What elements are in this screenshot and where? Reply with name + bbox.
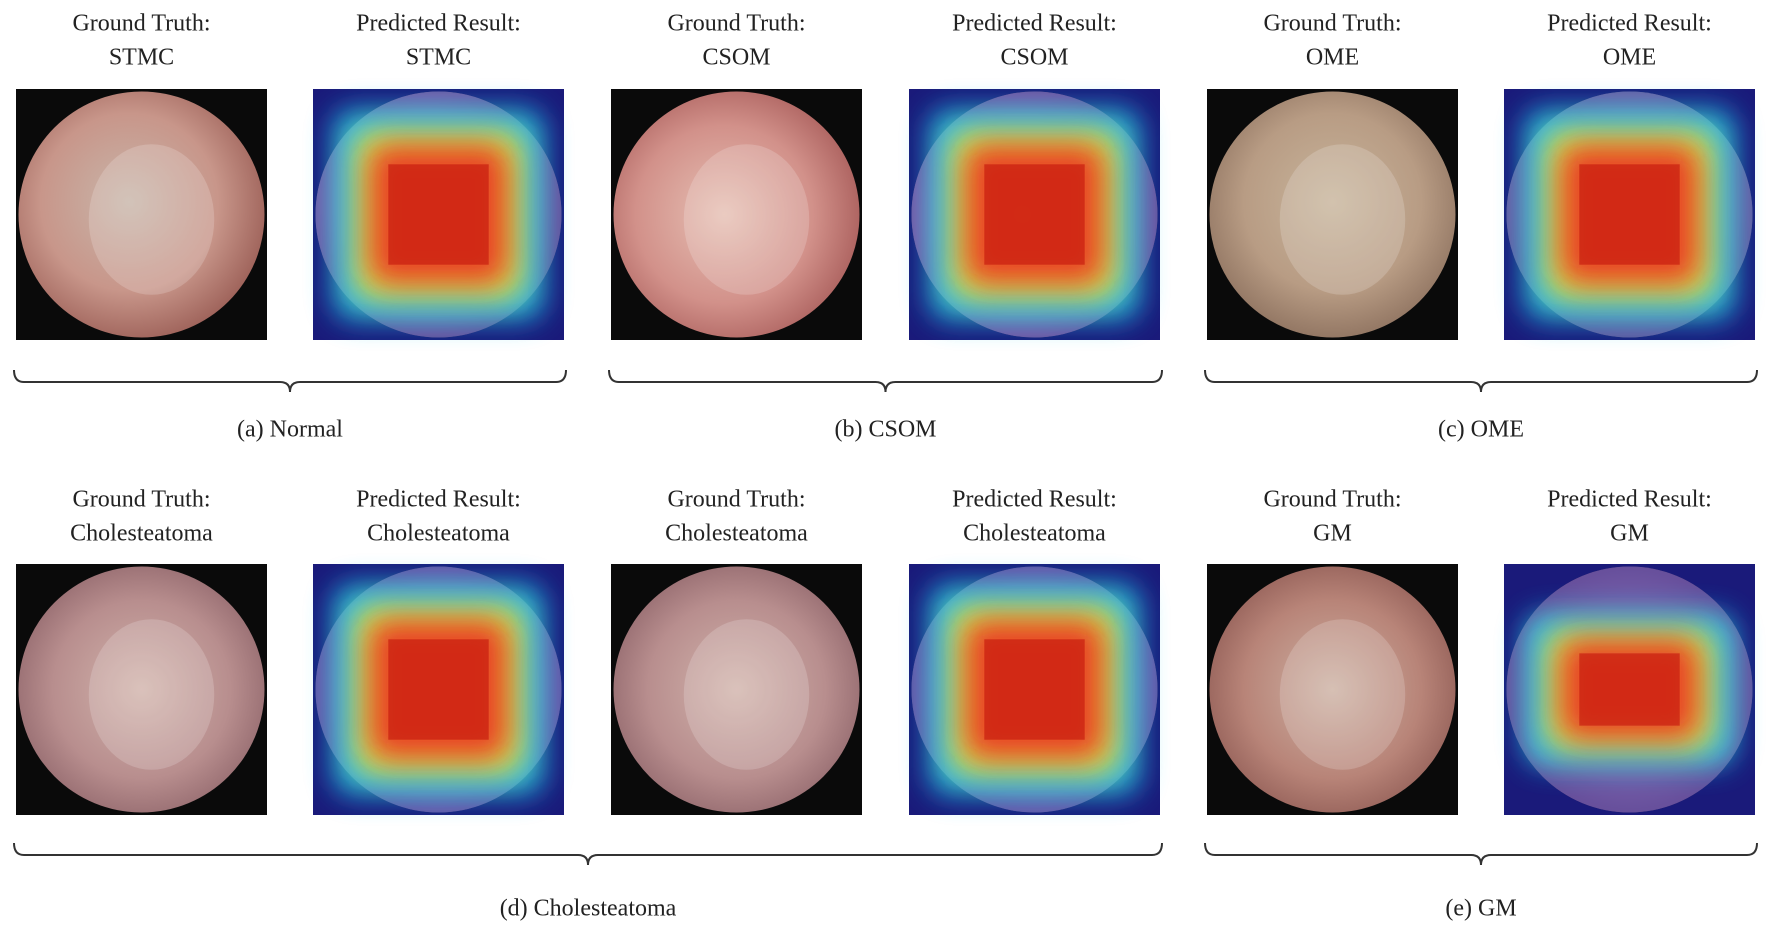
heat-core [388, 639, 489, 740]
membrane [683, 144, 810, 295]
panel-image [1207, 89, 1458, 340]
heat-core [1579, 164, 1680, 265]
group-bracket [608, 369, 1163, 393]
panel-title: Ground Truth: [1263, 11, 1401, 37]
panel-image [1504, 89, 1755, 340]
ear-drum [1209, 91, 1456, 338]
panel-image [909, 89, 1160, 340]
panel-image [313, 564, 564, 815]
panel-label: CSOM [702, 45, 770, 71]
panel-title: Ground Truth: [72, 11, 210, 37]
panel-image [611, 564, 862, 815]
panel-label: OME [1603, 45, 1656, 71]
membrane [1279, 144, 1406, 295]
group-caption: (e) GM [1445, 896, 1516, 922]
panel-title: Predicted Result: [1547, 487, 1712, 513]
membrane [88, 619, 215, 770]
panel-label: STMC [406, 45, 471, 71]
group-bracket [1204, 369, 1758, 393]
group-caption: (d) Cholesteatoma [500, 896, 677, 922]
group-bracket [1204, 842, 1758, 866]
panel-label: GM [1610, 521, 1649, 547]
membrane [683, 619, 810, 770]
panel-title: Predicted Result: [952, 11, 1117, 37]
panel-label: OME [1306, 45, 1359, 71]
panel-image [611, 89, 862, 340]
ear-drum [613, 91, 860, 338]
group-caption: (a) Normal [237, 417, 343, 443]
ear-drum [18, 566, 265, 813]
ear-drum [18, 91, 265, 338]
panel-title: Ground Truth: [72, 487, 210, 513]
group-caption: (b) CSOM [834, 417, 936, 443]
ear-drum [1209, 566, 1456, 813]
group-bracket [13, 369, 567, 393]
panel-title: Predicted Result: [1547, 11, 1712, 37]
panel-title: Predicted Result: [952, 487, 1117, 513]
membrane [1279, 619, 1406, 770]
panel-label: Cholesteatoma [963, 521, 1106, 547]
panel-image [1207, 564, 1458, 815]
panel-image [313, 89, 564, 340]
panel-label: STMC [109, 45, 174, 71]
group-caption: (c) OME [1438, 417, 1524, 443]
heat-core [1579, 653, 1680, 726]
group-bracket [13, 842, 1163, 866]
panel-label: Cholesteatoma [665, 521, 808, 547]
membrane [88, 144, 215, 295]
panel-label: Cholesteatoma [367, 521, 510, 547]
panel-image [16, 89, 267, 340]
panel-image [16, 564, 267, 815]
heat-core [984, 639, 1085, 740]
panel-title: Ground Truth: [1263, 487, 1401, 513]
panel-image [1504, 564, 1755, 815]
heat-core [984, 164, 1085, 265]
panel-title: Ground Truth: [667, 11, 805, 37]
panel-title: Predicted Result: [356, 487, 521, 513]
panel-label: Cholesteatoma [70, 521, 213, 547]
panel-title: Ground Truth: [667, 487, 805, 513]
panel-image [909, 564, 1160, 815]
panel-label: CSOM [1000, 45, 1068, 71]
panel-title: Predicted Result: [356, 11, 521, 37]
heat-core [388, 164, 489, 265]
ear-drum [613, 566, 860, 813]
panel-label: GM [1313, 521, 1352, 547]
